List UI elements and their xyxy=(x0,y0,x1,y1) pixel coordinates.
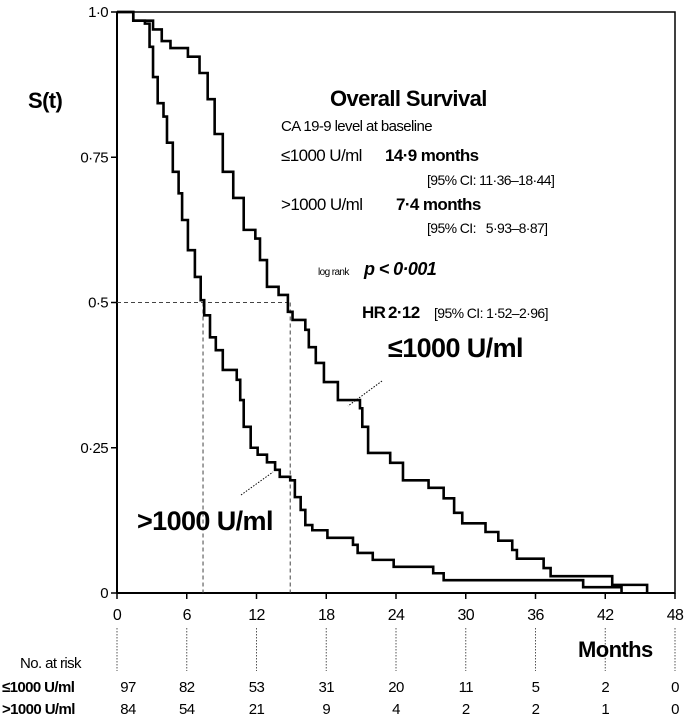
risk-value: 97 xyxy=(120,679,136,696)
tick-labels: 0 0·25 0·5 0·75 1·0 0 6 12 18 24 30 36 42 48 xyxy=(80,4,684,624)
group1-ci: [95% CI: 11·36–18·44] xyxy=(427,172,554,188)
curve-label-high: >1000 U/ml xyxy=(137,506,273,536)
group2-label: >1000 U/ml xyxy=(281,195,362,214)
hr-ci: [95% CI: 1·52–2·96] xyxy=(434,305,548,321)
risk-table-values: 97 82 53 31 20 11 5 2 084 54 21 9 4 2 2 1 0 xyxy=(120,679,679,718)
risk-value: 1 xyxy=(601,701,609,718)
y-tick-label: 0 xyxy=(100,585,108,602)
risk-value: 2 xyxy=(601,679,609,696)
survival-curve-high-ca199 xyxy=(117,10,623,593)
x-tick-label: 30 xyxy=(457,607,474,624)
risk-value: 11 xyxy=(459,679,474,696)
median-reference-lines xyxy=(117,302,291,593)
risk-value: 2 xyxy=(532,701,540,718)
risk-value: 82 xyxy=(179,679,195,696)
x-tick-label: 24 xyxy=(388,607,405,624)
chart-title: Overall Survival xyxy=(330,86,487,111)
x-tick-label: 6 xyxy=(183,607,192,624)
curve-label-low: ≤1000 U/ml xyxy=(388,333,523,363)
group2-ci: [95% CI: 5·93–8·87] xyxy=(427,220,547,236)
baseline-heading: CA 19-9 level at baseline xyxy=(281,118,432,135)
logrank-p-value: p < 0·001 xyxy=(363,259,437,279)
risk-value: 5 xyxy=(532,679,540,696)
survival-curves xyxy=(117,10,649,593)
risk-value: 4 xyxy=(392,701,400,718)
risk-value: 31 xyxy=(319,679,335,696)
risk-value: 0 xyxy=(671,701,679,718)
x-tick-label: 12 xyxy=(248,607,265,624)
y-tick-label: 0·75 xyxy=(80,149,108,166)
axes xyxy=(111,11,676,671)
hr-label: HR xyxy=(362,303,386,322)
x-tick-label: 36 xyxy=(527,607,544,624)
curve-label-low-leader xyxy=(347,380,383,407)
y-tick-label: 0·25 xyxy=(80,440,108,457)
group1-label: ≤1000 U/ml xyxy=(281,146,362,165)
survival-curve-low-ca199 xyxy=(117,10,649,593)
group2-median: 7·4 months xyxy=(396,195,481,214)
x-tick-label: 42 xyxy=(597,607,614,624)
risk-value: 9 xyxy=(322,701,330,718)
risk-value: 0 xyxy=(671,679,679,696)
risk-value: 2 xyxy=(462,701,470,718)
risk-table-title: No. at risk xyxy=(20,655,82,672)
x-tick-label: 0 xyxy=(113,607,122,624)
y-tick-label: 1·0 xyxy=(88,4,108,21)
risk-value: 21 xyxy=(249,701,265,718)
curve-label-high-leader xyxy=(240,471,274,496)
risk-row-label-high: >1000 U/ml xyxy=(2,701,75,718)
y-axis-label: S(t) xyxy=(28,88,63,113)
x-tick-label: 48 xyxy=(667,607,684,624)
logrank-prefix: log rank xyxy=(318,267,350,278)
x-axis-label: Months xyxy=(578,637,653,662)
group1-median: 14·9 months xyxy=(385,146,479,165)
x-tick-label: 18 xyxy=(318,607,335,624)
risk-value: 84 xyxy=(120,701,136,718)
risk-row-label-low: ≤1000 U/ml xyxy=(2,679,75,696)
risk-value: 20 xyxy=(388,679,404,696)
risk-value: 53 xyxy=(249,679,265,696)
hr-value: 2·12 xyxy=(388,303,420,322)
risk-value: 54 xyxy=(179,701,195,718)
y-tick-label: 0·5 xyxy=(88,295,108,312)
